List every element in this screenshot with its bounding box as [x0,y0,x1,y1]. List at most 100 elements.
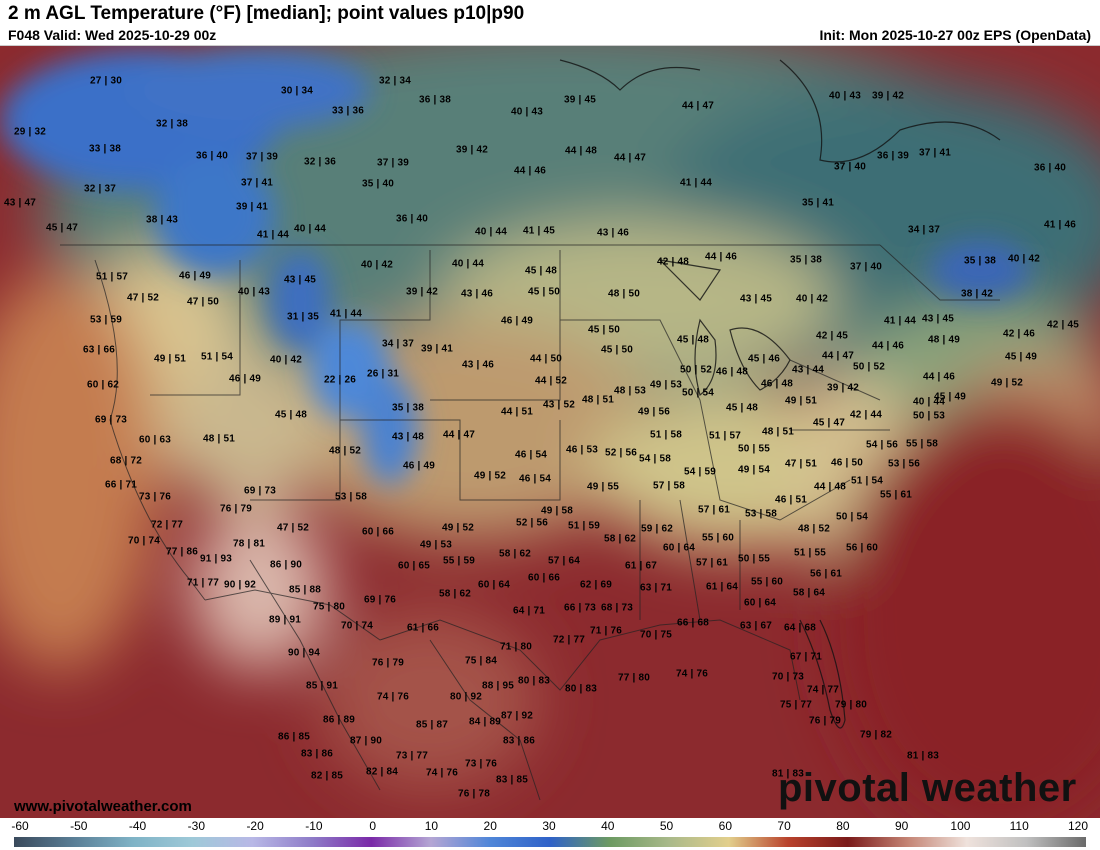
temperature-map [0,46,1100,818]
point-value: 64 | 68 [783,622,817,634]
point-value: 91 | 93 [199,553,233,565]
point-value: 46 | 49 [228,373,262,385]
point-value: 66 | 68 [676,617,710,629]
point-value: 85 | 88 [288,584,322,596]
point-value: 68 | 73 [600,602,634,614]
point-value: 33 | 38 [88,143,122,155]
point-value: 76 | 79 [808,715,842,727]
point-value: 39 | 42 [826,382,860,394]
point-value: 38 | 42 [960,288,994,300]
point-value: 36 | 39 [876,150,910,162]
coastlines [559,59,1001,729]
point-value: 47 | 52 [276,522,310,534]
point-value: 80 | 92 [449,691,483,703]
point-value: 63 | 71 [639,582,673,594]
colorbar-tick: 110 [1009,819,1029,833]
point-value: 44 | 47 [821,350,855,362]
point-value: 39 | 41 [235,201,269,213]
point-value: 63 | 66 [82,344,116,356]
point-value: 43 | 46 [460,288,494,300]
point-value: 45 | 50 [527,286,561,298]
colorbar-tick: 90 [894,819,909,833]
point-value: 79 | 80 [834,699,868,711]
point-value: 55 | 58 [905,438,939,450]
point-value: 44 | 46 [513,165,547,177]
point-value: 64 | 71 [512,605,546,617]
point-value: 49 | 53 [649,379,683,391]
point-value: 49 | 51 [784,395,818,407]
point-value: 66 | 71 [104,479,138,491]
point-value: 42 | 44 [849,409,883,421]
point-value: 44 | 51 [500,406,534,418]
point-value: 44 | 52 [534,375,568,387]
point-value: 49 | 52 [990,377,1024,389]
point-value: 43 | 46 [461,359,495,371]
point-value: 44 | 46 [871,340,905,352]
point-value: 60 | 66 [527,572,561,584]
point-value: 73 | 76 [464,758,498,770]
point-value: 32 | 36 [303,156,337,168]
point-value: 32 | 34 [378,75,412,87]
point-value: 50 | 54 [681,387,715,399]
point-value: 60 | 63 [138,434,172,446]
point-value: 74 | 77 [806,684,840,696]
point-value: 39 | 45 [563,94,597,106]
point-value: 44 | 50 [529,353,563,365]
point-value: 43 | 44 [791,364,825,376]
point-value: 58 | 62 [498,548,532,560]
point-value: 45 | 48 [725,402,759,414]
colorbar-tick: -50 [70,819,88,833]
point-value: 47 | 51 [784,458,818,470]
point-value: 30 | 34 [280,85,314,97]
point-value: 59 | 62 [640,523,674,535]
point-value: 83 | 86 [502,735,536,747]
point-value: 45 | 48 [524,265,558,277]
colorbar-tick: 50 [659,819,674,833]
point-value: 67 | 71 [789,651,823,663]
point-value: 46 | 54 [514,449,548,461]
point-value: 40 | 43 [828,90,862,102]
point-value: 46 | 50 [830,457,864,469]
point-value: 40 | 44 [474,226,508,238]
point-value: 43 | 45 [921,313,955,325]
point-value: 46 | 54 [518,473,552,485]
colorbar-tick: -40 [128,819,147,833]
point-value: 44 | 47 [442,429,476,441]
point-value: 74 | 76 [376,691,410,703]
point-value: 45 | 50 [587,324,621,336]
point-value: 69 | 73 [243,485,277,497]
point-value: 55 | 60 [701,532,735,544]
point-value: 86 | 89 [322,714,356,726]
point-value: 61 | 66 [406,622,440,634]
point-value: 54 | 56 [865,439,899,451]
point-value: 45 | 50 [600,344,634,356]
point-value: 50 | 54 [835,511,869,523]
point-value: 40 | 42 [269,354,303,366]
point-value: 60 | 64 [477,579,511,591]
point-value: 45 | 47 [812,417,846,429]
point-value: 45 | 47 [45,222,79,234]
point-value: 87 | 92 [500,710,534,722]
point-value: 40 | 42 [1007,253,1041,265]
point-value: 48 | 49 [927,334,961,346]
point-value: 61 | 67 [624,560,658,572]
point-value: 60 | 62 [86,379,120,391]
point-value: 49 | 56 [637,406,671,418]
point-value: 40 | 42 [360,259,394,271]
point-value: 40 | 43 [237,286,271,298]
colorbar-tick: -30 [187,819,205,833]
point-value: 86 | 85 [277,731,311,743]
point-value: 26 | 31 [366,368,400,380]
point-value: 62 | 69 [579,579,613,591]
point-value: 39 | 42 [455,144,489,156]
point-value: 44 | 47 [613,152,647,164]
point-value: 55 | 61 [879,489,913,501]
point-value: 39 | 41 [420,343,454,355]
point-value: 44 | 46 [704,251,738,263]
point-value: 50 | 55 [737,553,771,565]
colorbar-tick: 40 [601,819,615,833]
valid-time: F048 Valid: Wed 2025-10-29 00z [8,27,217,43]
point-value: 44 | 46 [922,371,956,383]
point-value: 48 | 50 [607,288,641,300]
point-value: 51 | 58 [649,429,683,441]
